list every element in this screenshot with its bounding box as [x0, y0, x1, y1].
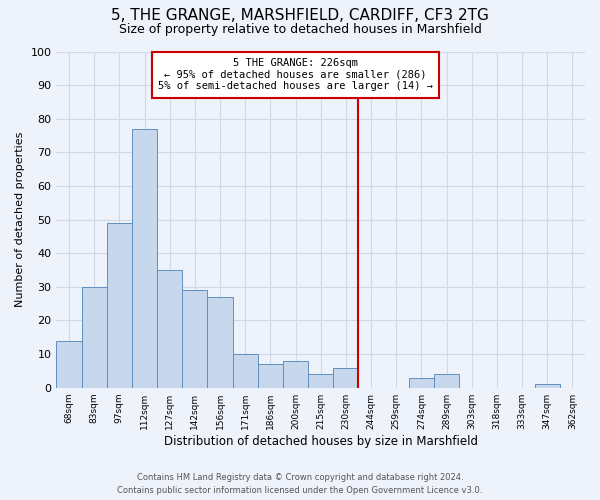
Text: 5 THE GRANGE: 226sqm
← 95% of detached houses are smaller (286)
5% of semi-detac: 5 THE GRANGE: 226sqm ← 95% of detached h…	[158, 58, 433, 92]
Bar	[233, 354, 258, 388]
Bar	[182, 290, 208, 388]
Bar	[283, 361, 308, 388]
Bar	[107, 223, 132, 388]
Text: 5, THE GRANGE, MARSHFIELD, CARDIFF, CF3 2TG: 5, THE GRANGE, MARSHFIELD, CARDIFF, CF3 …	[111, 8, 489, 22]
Bar	[308, 374, 333, 388]
Text: Contains HM Land Registry data © Crown copyright and database right 2024.
Contai: Contains HM Land Registry data © Crown c…	[118, 473, 482, 495]
Bar	[208, 297, 233, 388]
Bar	[535, 384, 560, 388]
Text: Size of property relative to detached houses in Marshfield: Size of property relative to detached ho…	[119, 22, 481, 36]
Y-axis label: Number of detached properties: Number of detached properties	[15, 132, 25, 308]
Bar	[434, 374, 459, 388]
Bar	[82, 287, 107, 388]
Bar	[132, 129, 157, 388]
Bar	[56, 340, 82, 388]
X-axis label: Distribution of detached houses by size in Marshfield: Distribution of detached houses by size …	[164, 434, 478, 448]
Bar	[258, 364, 283, 388]
Bar	[333, 368, 358, 388]
Bar	[409, 378, 434, 388]
Bar	[157, 270, 182, 388]
